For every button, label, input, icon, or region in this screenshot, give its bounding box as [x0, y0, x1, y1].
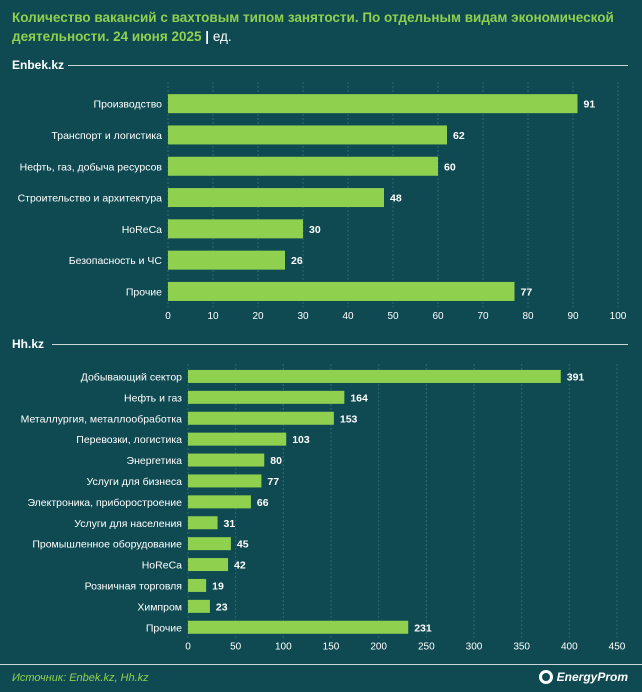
bar [168, 125, 447, 145]
value-label: 60 [444, 161, 456, 173]
value-label: 77 [267, 476, 279, 488]
category-label: Химпром [137, 601, 182, 613]
bar [188, 578, 207, 592]
value-label: 30 [309, 224, 321, 236]
x-tick-label: 60 [432, 311, 444, 322]
category-label: Безопасность и ЧС [69, 255, 163, 267]
x-tick-label: 50 [230, 642, 242, 653]
value-label: 153 [340, 413, 358, 425]
x-tick-label: 80 [522, 311, 534, 322]
category-label: Добывающий сектор [81, 371, 182, 383]
enbek-bar-chart: 0 10 20 30 40 50 60 70 80 90 100 Производство 91 Тран… [18, 82, 627, 322]
x-tick-label: 450 [609, 642, 626, 653]
value-label: 19 [212, 580, 224, 592]
x-tick-label: 300 [466, 642, 483, 653]
x-tick-label: 350 [513, 642, 530, 653]
chart-title: Количество вакансий с вахтовым типом зан… [12, 8, 632, 46]
category-label: Услуги для бизнеса [87, 476, 183, 488]
bar [188, 620, 409, 634]
category-label: Энергетика [127, 455, 183, 467]
value-label: 26 [291, 255, 303, 267]
value-label: 77 [521, 286, 533, 298]
value-label: 391 [567, 371, 585, 383]
bar [188, 537, 231, 551]
category-label: Металлургия, металлообработка [21, 413, 183, 425]
bar [188, 369, 561, 383]
value-label: 62 [453, 130, 465, 142]
bar [168, 281, 515, 301]
x-tick-label: 10 [207, 311, 219, 322]
value-label: 80 [270, 455, 282, 467]
category-label: Услуги для населения [74, 518, 182, 530]
value-label: 48 [390, 193, 402, 205]
category-label: Нефть, газ, добыча ресурсов [20, 161, 163, 173]
section-divider-enbek [68, 65, 628, 66]
x-tick-label: 200 [370, 642, 387, 653]
value-label: 45 [237, 539, 249, 551]
bar [188, 599, 210, 613]
bar [188, 558, 229, 572]
value-label: 31 [224, 518, 236, 530]
x-tick-label: 70 [477, 311, 489, 322]
section-divider-hh [52, 344, 628, 345]
bar [168, 94, 578, 114]
value-label: 91 [584, 99, 596, 111]
bar [188, 432, 287, 446]
category-label: Промышленное оборудование [32, 539, 182, 551]
footer-divider [0, 664, 642, 665]
category-label: Перевозки, логистика [76, 434, 182, 446]
bar [188, 411, 334, 425]
x-tick-label: 100 [610, 311, 627, 322]
category-label: Нефть и газ [124, 392, 182, 404]
value-label: 231 [414, 622, 432, 634]
energyprom-logo: EnergyProm [538, 670, 628, 684]
x-tick-label: 20 [252, 311, 264, 322]
x-tick-label: 250 [418, 642, 435, 653]
bar [188, 474, 262, 488]
bar [188, 453, 265, 467]
x-tick-label: 100 [275, 642, 292, 653]
bar [168, 250, 285, 270]
value-label: 23 [216, 601, 228, 613]
logo-text: EnergyProm [556, 670, 628, 684]
source-note: Источник: Enbek.kz, Hh.kz [12, 672, 149, 684]
bar [188, 495, 251, 509]
bar [168, 156, 438, 176]
value-label: 66 [257, 497, 269, 509]
title-main: Количество вакансий с вахтовым типом зан… [12, 10, 614, 44]
title-separator: | [205, 29, 210, 44]
x-tick-label: 30 [297, 311, 309, 322]
bar [188, 516, 218, 530]
section-label-enbek: Enbek.kz [12, 58, 65, 72]
x-tick-label: 150 [323, 642, 340, 653]
category-label: Строительство и архитектура [18, 193, 163, 205]
x-tick-label: 90 [567, 311, 579, 322]
x-tick-label: 50 [387, 311, 399, 322]
category-label: Розничная торговля [85, 580, 182, 592]
title-unit: ед. [212, 29, 232, 44]
section-label-hh: Hh.kz [12, 337, 45, 351]
x-tick-label: 40 [342, 311, 354, 322]
category-label: Электроника, приборостроение [27, 497, 182, 509]
bar [168, 188, 384, 208]
category-label: HoReCa [122, 224, 162, 236]
category-label: Производство [94, 99, 163, 111]
value-label: 103 [292, 434, 310, 446]
x-tick-label: 0 [165, 311, 171, 322]
bar [188, 390, 345, 404]
x-tick-label: 0 [185, 642, 191, 653]
x-tick-label: 400 [561, 642, 578, 653]
category-label: HoReCa [142, 560, 182, 572]
logo-icon [538, 670, 553, 684]
value-label: 164 [350, 392, 368, 404]
category-label: Транспорт и логистика [51, 130, 162, 142]
hh-bar-chart: 0 50 100 150 200 250 300 350 400 450 Добывающий се… [21, 362, 626, 653]
category-label: Прочие [146, 622, 182, 634]
bar [168, 219, 303, 239]
category-label: Прочие [126, 286, 162, 298]
value-label: 42 [234, 560, 246, 572]
